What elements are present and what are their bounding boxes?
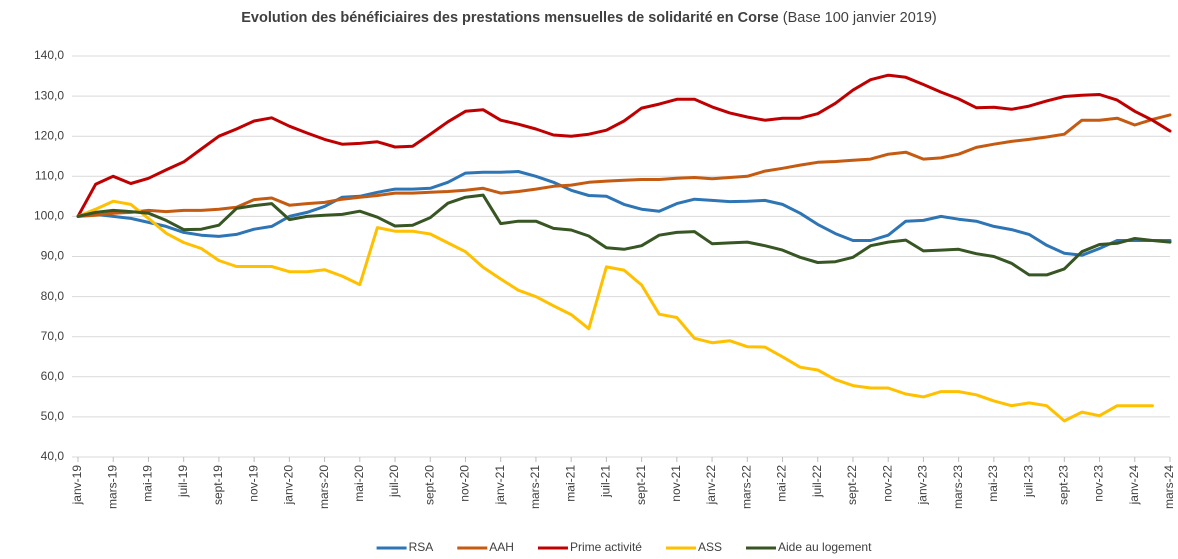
x-tick-label: janv-19 [70,465,84,506]
x-tick-label: sept-21 [634,465,648,505]
y-tick-label: 130,0 [34,88,64,102]
y-tick-label: 140,0 [34,48,64,62]
x-tick-label: nov-20 [458,465,472,502]
legend-label: ASS [698,540,722,554]
series-line [76,73,1172,218]
x-tick-label: nov-19 [246,465,260,502]
x-tick-label: juil-22 [810,465,824,498]
x-tick-label: janv-21 [493,465,507,506]
x-tick-label: nov-21 [669,465,683,502]
x-tick-label: nov-22 [880,465,894,502]
legend-label: Prime activité [570,540,642,554]
x-tick-label: sept-23 [1056,465,1070,505]
x-tick-label: sept-20 [422,465,436,505]
y-tick-label: 70,0 [41,329,65,343]
y-tick-label: 80,0 [41,289,65,303]
x-tick-label: mai-21 [563,465,577,502]
y-tick-label: 50,0 [41,409,65,423]
y-tick-label: 120,0 [34,128,64,142]
y-tick-label: 40,0 [41,449,65,463]
x-tick-label: juil-20 [387,465,401,498]
chart-title: Evolution des bénéficiaires des prestati… [241,10,778,26]
legend-label: AAH [489,540,514,554]
x-tick-label: mai-23 [986,465,1000,502]
series-line [76,113,1172,218]
x-tick-label: juil-19 [176,465,190,498]
x-tick-label: mars-20 [317,465,331,509]
x-tick-label: janv-24 [1127,465,1141,506]
x-tick-label: mars-21 [528,465,542,509]
x-tick-label: mai-22 [775,465,789,502]
y-tick-label: 90,0 [41,249,65,263]
series-line [76,199,1154,423]
x-tick-label: nov-23 [1092,465,1106,502]
x-tick-label: janv-23 [916,465,930,506]
x-tick-label: juil-23 [1021,465,1035,498]
legend-label: Aide au logement [778,540,872,554]
x-tick-label: mars-24 [1162,465,1176,509]
y-tick-label: 60,0 [41,369,65,383]
x-tick-label: mars-23 [951,465,965,509]
series-line [76,170,1172,257]
legend-label: RSA [409,540,434,554]
x-tick-label: juil-21 [599,465,613,498]
series-line [76,193,1172,277]
x-tick-label: mars-22 [739,465,753,509]
x-tick-label: mai-19 [141,465,155,502]
chart-subtitle: (Base 100 janvier 2019) [783,10,937,26]
x-tick-label: janv-20 [282,465,296,506]
x-tick-label: sept-22 [845,465,859,505]
x-tick-label: mars-19 [105,465,119,509]
y-tick-label: 110,0 [35,168,64,182]
x-tick-label: sept-19 [211,465,225,505]
x-tick-label: janv-22 [704,465,718,506]
y-tick-label: 100,0 [34,209,64,223]
legend: RSA AAH Prime activité ASS Aide au logement [376,540,872,554]
x-tick-label: mai-20 [352,465,366,502]
chart-title-group: Evolution des bénéficiaires des prestati… [241,10,936,26]
